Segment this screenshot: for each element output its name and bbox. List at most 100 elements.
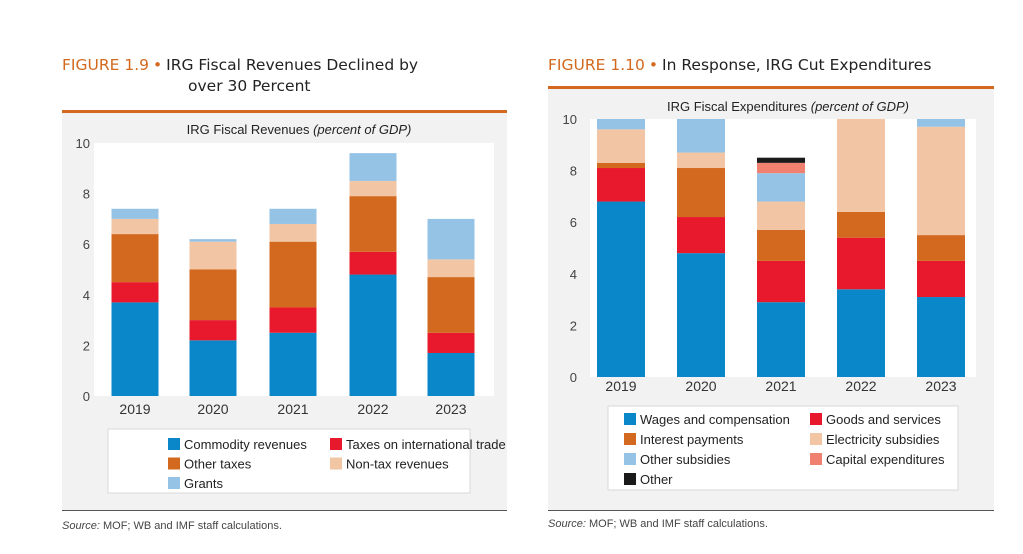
figure-number: FIGURE 1.9	[62, 56, 149, 74]
bar-segment-wages-and-compensation-2020	[677, 253, 725, 377]
legend-swatch-taxes-on-international-trade	[330, 438, 342, 450]
bar-segment-other-subsidies-2020	[677, 119, 725, 153]
legend-label-taxes-on-international-trade: Taxes on international trade	[346, 437, 506, 452]
bar-segment-commodity-revenues-2019	[111, 302, 159, 396]
y-tick-label: 8	[570, 164, 577, 179]
legend-swatch-grants	[168, 477, 180, 489]
legend-swatch-commodity-revenues	[168, 438, 180, 450]
legend-label-other-subsidies: Other subsidies	[640, 452, 731, 467]
bar-segment-electricity-subsidies-2023	[917, 126, 965, 236]
bar-segment-non-tax-revenues-2021	[269, 223, 317, 242]
bar-segment-wages-and-compensation-2022	[837, 289, 885, 377]
bar-segment-commodity-revenues-2022	[349, 274, 397, 396]
chart-title: IRG Fiscal Revenues (percent of GDP)	[187, 122, 412, 137]
legend-label-wages-and-compensation: Wages and compensation	[640, 412, 790, 427]
bar-segment-interest-payments-2023	[917, 235, 965, 261]
x-tick-label: 2023	[925, 378, 956, 394]
y-tick-label: 8	[83, 187, 90, 202]
legend-label-interest-payments: Interest payments	[640, 432, 744, 447]
source-note: Source: MOF; WB and IMF staff calculatio…	[548, 518, 768, 530]
figure-title-line-1: In Response, IRG Cut Expenditures	[662, 56, 932, 74]
bar-segment-grants-2022	[349, 153, 397, 181]
bar-segment-non-tax-revenues-2023	[427, 259, 475, 278]
source-label: Source:	[62, 520, 100, 532]
legend-label-goods-and-services: Goods and services	[826, 412, 941, 427]
bar-segment-taxes-on-international-trade-2020	[189, 320, 237, 341]
bar-segment-other-taxes-2019	[111, 234, 159, 283]
x-tick-label: 2020	[197, 401, 228, 417]
source-text: MOF; WB and IMF staff calculations.	[588, 518, 768, 530]
x-tick-label: 2019	[119, 401, 150, 417]
bar-segment-other-subsidies-2023	[917, 119, 965, 127]
bar-segment-electricity-subsidies-2021	[757, 201, 805, 230]
bar-segment-non-tax-revenues-2019	[111, 218, 159, 235]
bar-segment-interest-payments-2019	[597, 162, 645, 169]
source-note: Source: MOF; WB and IMF staff calculatio…	[62, 520, 282, 532]
y-tick-label: 2	[570, 318, 577, 333]
figure-number: FIGURE 1.10	[548, 56, 645, 74]
bar-segment-commodity-revenues-2021	[269, 332, 317, 396]
legend-swatch-interest-payments	[624, 433, 636, 445]
y-tick-label: 0	[83, 389, 90, 404]
bar-segment-goods-and-services-2023	[917, 260, 965, 298]
expenditures-chart: IRG Fiscal Expenditures (percent of GDP)…	[563, 99, 976, 491]
bar-segment-other-taxes-2021	[269, 241, 317, 308]
legend-swatch-goods-and-services	[810, 413, 822, 425]
bar-segment-interest-payments-2020	[677, 168, 725, 218]
bar-segment-taxes-on-international-trade-2021	[269, 307, 317, 333]
legend-swatch-other	[624, 473, 636, 485]
bar-segment-capital-expenditures-2021	[757, 162, 805, 174]
bullet-icon: •	[152, 56, 163, 74]
bar-segment-grants-2021	[269, 208, 317, 224]
bar-segment-wages-and-compensation-2021	[757, 302, 805, 377]
bar-segment-electricity-subsidies-2019	[597, 129, 645, 163]
bar-segment-grants-2023	[427, 218, 475, 260]
source-text: MOF; WB and IMF staff calculations.	[102, 520, 282, 532]
chart-panel: IRG Fiscal Expenditures (percent of GDP)…	[548, 89, 994, 510]
bar-segment-goods-and-services-2020	[677, 217, 725, 254]
legend-label-other-taxes: Other taxes	[184, 457, 252, 472]
chart-title: IRG Fiscal Expenditures (percent of GDP)	[667, 99, 909, 114]
bar-segment-non-tax-revenues-2020	[189, 241, 237, 270]
legend-swatch-wages-and-compensation	[624, 413, 636, 425]
legend-label-other: Other	[640, 472, 673, 487]
bar-segment-taxes-on-international-trade-2022	[349, 251, 397, 275]
legend-swatch-other-taxes	[168, 457, 180, 470]
y-tick-label: 4	[83, 288, 90, 303]
legend-swatch-capital-expenditures	[810, 453, 822, 465]
bullet-icon: •	[648, 56, 659, 74]
bar-segment-other-subsidies-2019	[597, 119, 645, 130]
chart-panel: IRG Fiscal Revenues (percent of GDP) 0 2 4 6…	[62, 113, 507, 510]
title-rule	[548, 86, 994, 89]
bar-segment-interest-payments-2022	[837, 211, 885, 238]
bar-segment-electricity-subsidies-2020	[677, 152, 725, 169]
x-tick-label: 2023	[435, 401, 466, 417]
revenues-chart: IRG Fiscal Revenues (percent of GDP) 0 2 4 6…	[76, 122, 506, 494]
bar-segment-interest-payments-2021	[757, 229, 805, 261]
bar-segment-grants-2019	[111, 208, 159, 219]
legend-swatch-non-tax-revenues	[330, 457, 342, 470]
bar-segment-grants-2020	[189, 239, 237, 242]
x-tick-label: 2022	[357, 401, 388, 417]
bar-segment-commodity-revenues-2023	[427, 352, 475, 396]
bar-segment-other-taxes-2023	[427, 277, 475, 333]
legend-swatch-other-subsidies	[624, 453, 636, 465]
bar-segment-other-taxes-2022	[349, 196, 397, 252]
source-label: Source:	[548, 518, 586, 530]
bar-segment-wages-and-compensation-2023	[917, 297, 965, 377]
x-tick-label: 2019	[605, 378, 636, 394]
bar-segment-electricity-subsidies-2022	[837, 119, 885, 212]
y-tick-label: 10	[76, 136, 90, 151]
figure-title-line-1: IRG Fiscal Revenues Declined by	[166, 56, 419, 74]
x-tick-label: 2021	[277, 401, 308, 417]
bar-segment-other-taxes-2020	[189, 269, 237, 321]
y-tick-label: 0	[570, 370, 577, 385]
y-tick-label: 2	[83, 338, 90, 353]
y-tick-label: 10	[563, 112, 577, 127]
figure-title: FIGURE 1.10 • In Response, IRG Cut Expendi…	[548, 55, 931, 75]
bar-segment-goods-and-services-2019	[597, 168, 645, 202]
bar-segment-taxes-on-international-trade-2023	[427, 332, 475, 353]
legend-label-commodity-revenues: Commodity revenues	[184, 437, 307, 452]
legend-label-non-tax-revenues: Non-tax revenues	[346, 457, 449, 472]
y-tick-label: 6	[570, 215, 577, 230]
